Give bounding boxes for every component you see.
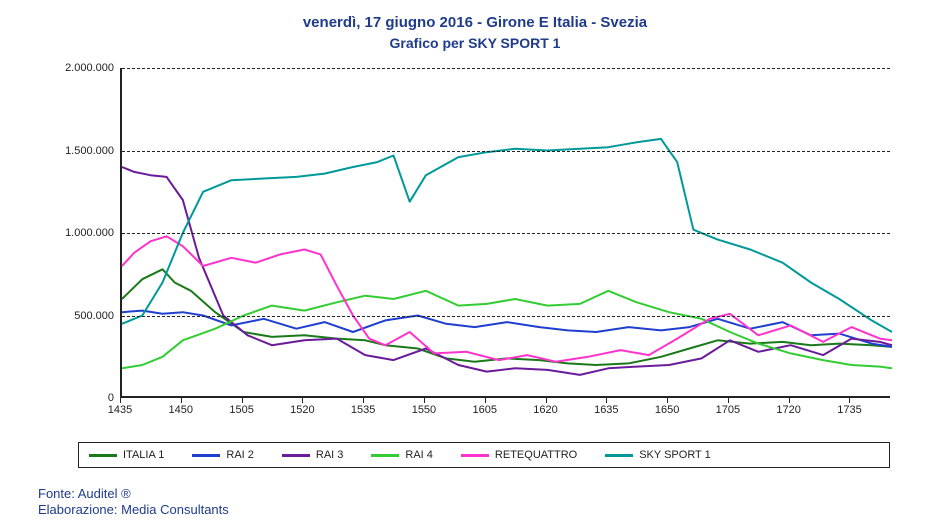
x-axis-label: 1620 (533, 404, 557, 416)
grid-line (122, 68, 890, 69)
x-axis-label: 1720 (776, 404, 800, 416)
x-tick (424, 398, 425, 403)
x-tick (728, 398, 729, 403)
x-tick (789, 398, 790, 403)
legend-swatch (192, 454, 220, 457)
x-tick (485, 398, 486, 403)
x-tick (181, 398, 182, 403)
chart-area: 0500.0001.000.0001.500.0002.000.00014351… (60, 68, 890, 438)
x-axis-label: 1735 (837, 404, 861, 416)
x-axis-label: 1520 (290, 404, 314, 416)
y-axis-label: 1.500.000 (65, 145, 114, 157)
grid-line (122, 316, 890, 317)
x-axis-label: 1550 (412, 404, 436, 416)
x-axis-label: 1605 (472, 404, 496, 416)
legend-item: SKY SPORT 1 (605, 449, 711, 461)
y-axis-label: 2.000.000 (65, 62, 114, 74)
x-tick (120, 398, 121, 403)
y-axis-label: 500.000 (74, 310, 114, 322)
legend-item: RAI 4 (371, 449, 433, 461)
series-line (122, 269, 892, 365)
legend-item: RETEQUATTRO (461, 449, 577, 461)
x-axis-label: 1650 (655, 404, 679, 416)
x-axis-label: 1705 (716, 404, 740, 416)
plot-area (120, 68, 890, 398)
legend: ITALIA 1 RAI 2 RAI 3 RAI 4 RETEQUATTRO SKY SP… (78, 442, 890, 468)
legend-label: RAI 3 (316, 449, 344, 461)
y-axis-label: 0 (108, 392, 114, 404)
x-axis-label: 1450 (169, 404, 193, 416)
legend-item: ITALIA 1 (89, 449, 164, 461)
chart-title: venerdì, 17 giugno 2016 - Girone E Itali… (0, 14, 950, 31)
x-tick (242, 398, 243, 403)
x-axis-label: 1435 (108, 404, 132, 416)
legend-label: RAI 4 (405, 449, 433, 461)
grid-line (122, 233, 890, 234)
series-line (122, 139, 892, 332)
footer: Fonte: Auditel ® Elaborazione: Media Con… (38, 486, 229, 519)
legend-label: RAI 2 (226, 449, 254, 461)
legend-label: SKY SPORT 1 (639, 449, 711, 461)
footer-source: Fonte: Auditel ® (38, 486, 229, 502)
x-tick (302, 398, 303, 403)
footer-elab: Elaborazione: Media Consultants (38, 502, 229, 518)
legend-label: ITALIA 1 (123, 449, 164, 461)
legend-label: RETEQUATTRO (495, 449, 577, 461)
y-axis-label: 1.000.000 (65, 227, 114, 239)
legend-swatch (371, 454, 399, 457)
legend-swatch (282, 454, 310, 457)
chart-subtitle: Grafico per SKY SPORT 1 (0, 35, 950, 51)
x-axis-label: 1635 (594, 404, 618, 416)
legend-swatch (605, 454, 633, 457)
series-line (122, 167, 892, 375)
x-tick (363, 398, 364, 403)
legend-item: RAI 2 (192, 449, 254, 461)
legend-swatch (461, 454, 489, 457)
x-axis-label: 1505 (229, 404, 253, 416)
legend-item: RAI 3 (282, 449, 344, 461)
x-tick (667, 398, 668, 403)
x-axis-label: 1535 (351, 404, 375, 416)
x-tick (546, 398, 547, 403)
legend-swatch (89, 454, 117, 457)
x-tick (606, 398, 607, 403)
x-tick (849, 398, 850, 403)
grid-line (122, 151, 890, 152)
title-block: venerdì, 17 giugno 2016 - Girone E Itali… (0, 0, 950, 51)
